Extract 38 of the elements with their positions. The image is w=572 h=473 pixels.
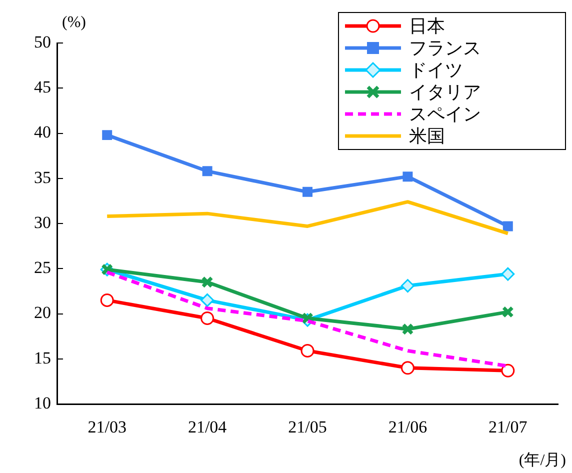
point <box>400 361 414 375</box>
point <box>202 166 212 176</box>
x-tick-label: 21/05 <box>288 418 327 437</box>
y-tick-label: 50 <box>34 32 51 52</box>
y-tick-label: 45 <box>34 78 51 97</box>
point <box>200 312 214 326</box>
point <box>100 293 114 307</box>
legend-label: スペイン <box>409 103 481 126</box>
y-tick-label: 30 <box>34 212 51 232</box>
legend-label: 米国 <box>409 125 445 148</box>
x-axis-title: (年/月) <box>518 451 566 471</box>
point <box>501 364 515 378</box>
point <box>502 221 513 232</box>
legend-label: 日本 <box>409 15 445 38</box>
legend-label: ドイツ <box>409 59 463 82</box>
y-tick-label: 25 <box>34 258 51 278</box>
y-tick-label: 10 <box>34 393 51 412</box>
point <box>501 267 515 281</box>
x-tick-label: 21/03 <box>88 418 126 437</box>
y-tick-label: 20 <box>34 303 51 322</box>
y-tick-label: 40 <box>34 122 51 142</box>
y-axis-title: (%) <box>62 14 86 32</box>
point <box>200 293 214 307</box>
point <box>302 186 312 197</box>
x-tick-label: 21/07 <box>488 418 528 437</box>
point <box>402 172 413 182</box>
point <box>400 279 414 293</box>
y-tick-label: 15 <box>34 348 51 368</box>
x-tick-label: 21/04 <box>188 418 228 437</box>
point <box>102 130 112 140</box>
point <box>502 306 514 318</box>
y-tick-label: 35 <box>34 168 51 187</box>
x-tick-label: 21/06 <box>388 418 428 437</box>
point <box>201 276 214 288</box>
point <box>300 344 314 358</box>
legend-label: フランス <box>409 37 481 60</box>
point <box>402 323 414 336</box>
legend-label: イタリア <box>409 81 481 104</box>
